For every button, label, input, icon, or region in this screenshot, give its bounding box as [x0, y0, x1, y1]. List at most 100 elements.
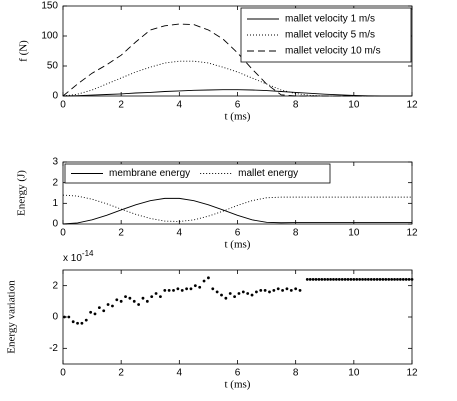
x-tick-label: 12: [406, 228, 418, 239]
data-point: [369, 278, 373, 281]
data-point: [358, 278, 362, 281]
y-tick-label: 0: [52, 312, 58, 323]
data-point: [349, 278, 353, 281]
subplot: 0 2 4 6 8 10 12 -2 0 2 t (ms) Energy variation x 10-…: [6, 249, 418, 390]
data-point: [176, 287, 180, 291]
data-point: [233, 295, 236, 299]
data-point: [89, 310, 93, 314]
data-point: [198, 285, 202, 289]
data-point: [193, 284, 197, 288]
data-point: [93, 312, 97, 316]
legend-label: mallet velocity 5 m/s: [285, 30, 375, 41]
data-point: [272, 288, 276, 292]
data-point: [241, 290, 245, 294]
data-point: [276, 287, 280, 291]
data-point: [326, 278, 330, 281]
data-point: [387, 278, 391, 281]
data-point: [355, 278, 359, 281]
data-point: [250, 293, 254, 297]
legend-label: mallet energy: [238, 168, 298, 179]
x-axis-label: t (ms): [225, 111, 251, 123]
data-point: [407, 278, 411, 281]
data-point: [215, 290, 219, 294]
data-point: [366, 278, 370, 281]
data-point: [106, 303, 110, 306]
data-point: [220, 293, 223, 297]
data-point: [375, 278, 379, 281]
data-point: [84, 318, 88, 322]
data-point: [381, 278, 385, 281]
y-tick-label: 100: [41, 31, 58, 42]
data-point: [141, 296, 145, 300]
x-tick-label: 8: [293, 228, 299, 239]
data-point: [159, 295, 162, 299]
data-point: [334, 278, 338, 281]
x-tick-label: 6: [235, 100, 241, 111]
data-point: [115, 298, 119, 302]
data-point: [305, 278, 309, 281]
data-line: [62, 89, 412, 97]
data-point: [167, 288, 171, 292]
y-tick-label: 2: [52, 177, 58, 188]
y-tick-label: 0: [52, 219, 58, 230]
x-tick-label: 8: [293, 368, 299, 379]
data-point: [298, 288, 302, 292]
axes-frame: [62, 269, 413, 365]
data-point: [124, 295, 127, 299]
data-point: [320, 278, 324, 281]
x-tick-label: 2: [118, 228, 124, 239]
data-line: [62, 197, 412, 225]
data-point: [263, 288, 267, 292]
data-point: [268, 290, 271, 294]
data-point: [76, 321, 79, 325]
data-point: [332, 278, 335, 281]
data-point: [128, 296, 132, 300]
data-point: [364, 278, 367, 281]
data-point: [308, 278, 312, 281]
data-point: [255, 290, 258, 294]
x-tick-label: 4: [177, 228, 183, 239]
y-tick-label: 0: [52, 91, 58, 102]
x-tick-label: 0: [60, 368, 66, 379]
x-tick-label: 0: [60, 228, 66, 239]
data-point: [390, 278, 394, 281]
data-point: [119, 299, 123, 303]
x-tick-label: 2: [118, 368, 124, 379]
data-point: [71, 320, 75, 324]
x-tick-label: 10: [348, 100, 360, 111]
data-point: [211, 287, 215, 291]
exponent-base: x 10: [63, 253, 82, 264]
data-point: [63, 315, 66, 319]
y-tick-label: 150: [41, 1, 58, 12]
x-tick-label: 6: [235, 228, 241, 239]
x-tick-label: 4: [177, 368, 183, 379]
data-point: [361, 278, 364, 281]
data-point: [137, 303, 141, 306]
legend-box: [240, 7, 412, 63]
data-point: [207, 276, 210, 280]
data-point: [294, 287, 298, 291]
data-point: [102, 309, 106, 313]
data-point: [132, 299, 136, 303]
data-line: [62, 194, 412, 222]
y-tick-label: 1: [52, 198, 58, 209]
data-point: [150, 295, 154, 299]
data-point: [145, 299, 149, 303]
x-tick-label: 2: [118, 100, 124, 111]
data-point: [337, 278, 341, 281]
data-point: [97, 306, 101, 309]
data-point: [317, 278, 321, 281]
data-point: [401, 278, 405, 281]
x-tick-label: 10: [348, 228, 360, 239]
subplot: 0 2 4 6 8 10 12 0 50 100 150 t (ms) f (N) mallet velo…: [18, 1, 418, 123]
y-tick-label: -2: [49, 343, 58, 354]
data-point: [346, 278, 350, 281]
y-tick-label: 2: [52, 280, 58, 291]
data-point: [329, 278, 332, 281]
exponent-label: x 10-14: [63, 249, 94, 264]
data-point: [172, 288, 175, 292]
y-axis-label: Energy variation: [6, 280, 18, 354]
data-point: [352, 278, 356, 281]
